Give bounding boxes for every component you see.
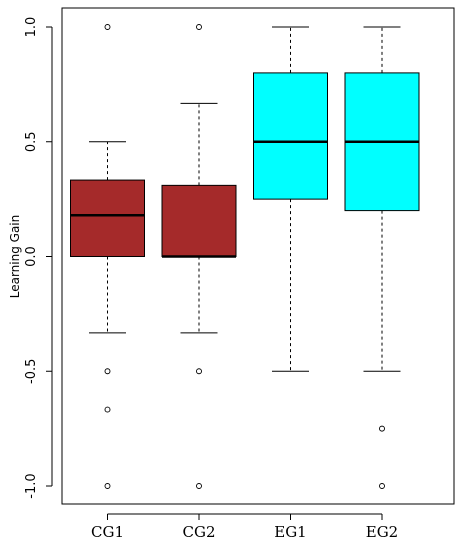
box-eg2 — [344, 26, 420, 489]
y-tick-label: -1.0 — [24, 473, 39, 498]
outlier-point — [104, 24, 111, 30]
y-axis-label: Learning Gain — [8, 215, 22, 299]
y-tick-label: 1.0 — [24, 17, 39, 38]
box-eg1 — [253, 26, 328, 372]
outlier-point — [104, 483, 111, 489]
x-tick-label: CG2 — [182, 523, 215, 541]
box-cg2 — [161, 24, 237, 489]
x-tick-label: CG1 — [91, 523, 124, 541]
iqr-box — [70, 179, 145, 258]
y-tick-label: 0.0 — [24, 246, 39, 267]
boxes-layer — [70, 24, 420, 489]
outlier-point — [196, 24, 202, 30]
outlier-point — [196, 368, 202, 375]
iqr-box — [161, 184, 237, 257]
x-axis: CG1 CG2 EG1 EG2 — [91, 513, 398, 541]
outlier-point — [196, 483, 202, 489]
x-tick-label: EG1 — [274, 523, 306, 541]
outlier-point — [379, 425, 385, 432]
outlier-point — [379, 483, 385, 489]
y-tick-label: 0.5 — [24, 131, 39, 152]
iqr-box — [253, 72, 328, 200]
plot-frame — [61, 7, 455, 505]
x-tick-label: EG2 — [366, 523, 398, 541]
y-axis: -1.0 -0.5 0.0 0.5 1.0 — [24, 17, 53, 499]
y-tick-label: -0.5 — [24, 359, 39, 384]
box-cg1 — [70, 24, 145, 489]
outlier-point — [104, 406, 111, 413]
outlier-point — [104, 368, 111, 375]
